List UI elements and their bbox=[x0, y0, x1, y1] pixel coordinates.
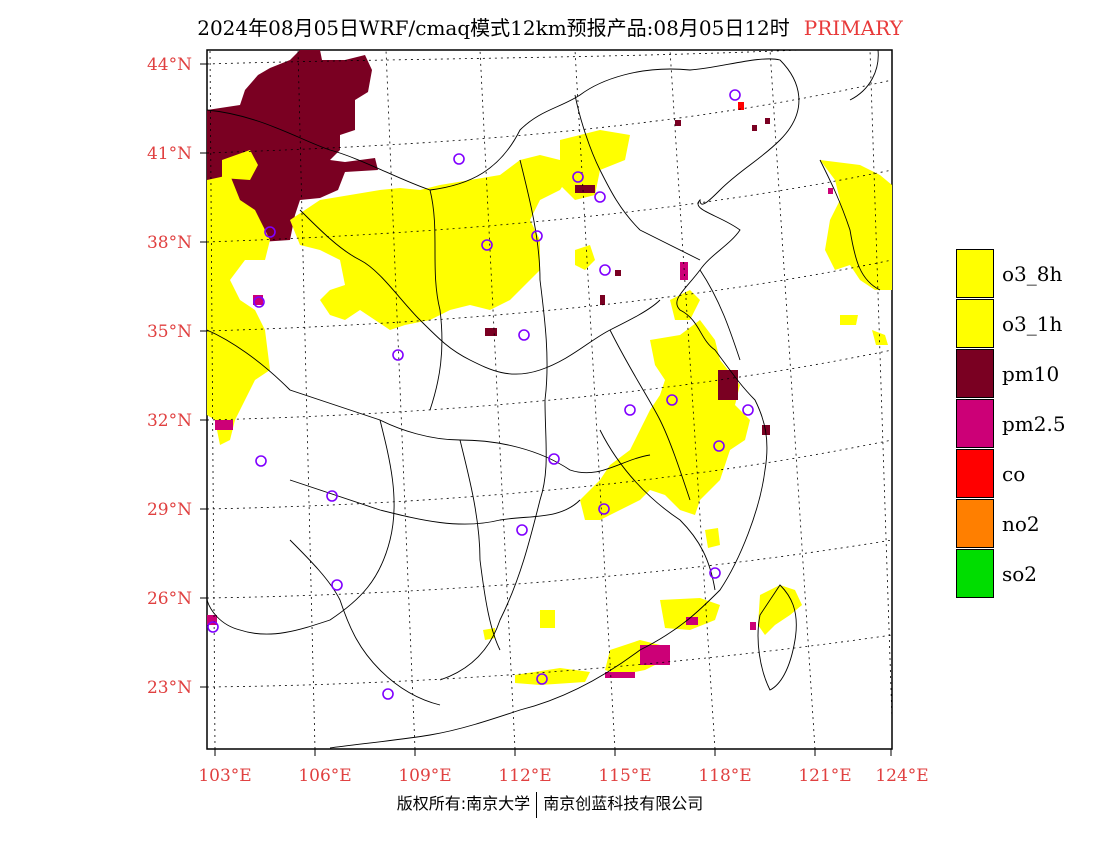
lon-label-103: 103°E bbox=[198, 766, 251, 786]
graticule bbox=[207, 50, 892, 749]
copyright-footer: 版权所有:南京大学 南京创蓝科技有限公司 bbox=[0, 790, 1100, 818]
map-title: 2024年08月05日WRF/cmaq模式12km预报产品:08月05日12时 P… bbox=[0, 12, 1100, 41]
lat-label-32: 32°N bbox=[147, 411, 192, 431]
lon-labels: 103°E 106°E 109°E 112°E 115°E 118°E 121°… bbox=[198, 766, 928, 786]
legend-label: o3_8h bbox=[1002, 262, 1063, 286]
copyright-right: 南京创蓝科技有限公司 bbox=[543, 794, 704, 813]
station-markers bbox=[207, 89, 754, 700]
legend-label: pm10 bbox=[1002, 362, 1060, 386]
title-text: 2024年08月05日WRF/cmaq模式12km预报产品:08月05日12时 bbox=[197, 16, 790, 40]
lat-label-35: 35°N bbox=[147, 322, 192, 342]
lat-label-44: 44°N bbox=[147, 55, 192, 75]
legend-swatch bbox=[956, 349, 994, 398]
footer-divider bbox=[536, 791, 538, 818]
lon-label-121: 121°E bbox=[798, 766, 851, 786]
lat-labels: 44°N 41°N 38°N 35°N 32°N 29°N 26°N 23°N bbox=[147, 55, 192, 698]
o3-regions bbox=[207, 130, 892, 685]
legend-label: pm2.5 bbox=[1002, 412, 1066, 436]
legend-label: so2 bbox=[1002, 562, 1038, 586]
legend-label: o3_1h bbox=[1002, 312, 1063, 336]
legend-swatch bbox=[956, 249, 994, 298]
lat-label-38: 38°N bbox=[147, 233, 192, 253]
lat-label-23: 23°N bbox=[147, 678, 192, 698]
copyright-left: 版权所有:南京大学 bbox=[396, 794, 531, 813]
lon-label-118: 118°E bbox=[698, 766, 751, 786]
lon-label-112: 112°E bbox=[498, 766, 551, 786]
pm10-region bbox=[207, 50, 378, 242]
lat-label-29: 29°N bbox=[147, 500, 192, 520]
lon-label-109: 109°E bbox=[398, 766, 451, 786]
lat-ticks bbox=[200, 63, 207, 688]
lon-label-106: 106°E bbox=[298, 766, 351, 786]
lat-label-41: 41°N bbox=[147, 144, 192, 164]
pm-spots bbox=[207, 102, 833, 678]
legend-swatch bbox=[956, 399, 994, 448]
legend-swatch bbox=[956, 549, 994, 598]
legend-label: co bbox=[1002, 462, 1026, 486]
legend-swatch bbox=[956, 499, 994, 548]
boundaries bbox=[207, 50, 881, 749]
lon-ticks bbox=[214, 749, 892, 756]
legend-swatch bbox=[956, 449, 994, 498]
title-tag: PRIMARY bbox=[803, 16, 903, 40]
legend-label: no2 bbox=[1002, 512, 1040, 536]
legend-swatch bbox=[956, 299, 994, 348]
lat-label-26: 26°N bbox=[147, 589, 192, 609]
lon-label-124: 124°E bbox=[875, 766, 928, 786]
lon-label-115: 115°E bbox=[598, 766, 651, 786]
